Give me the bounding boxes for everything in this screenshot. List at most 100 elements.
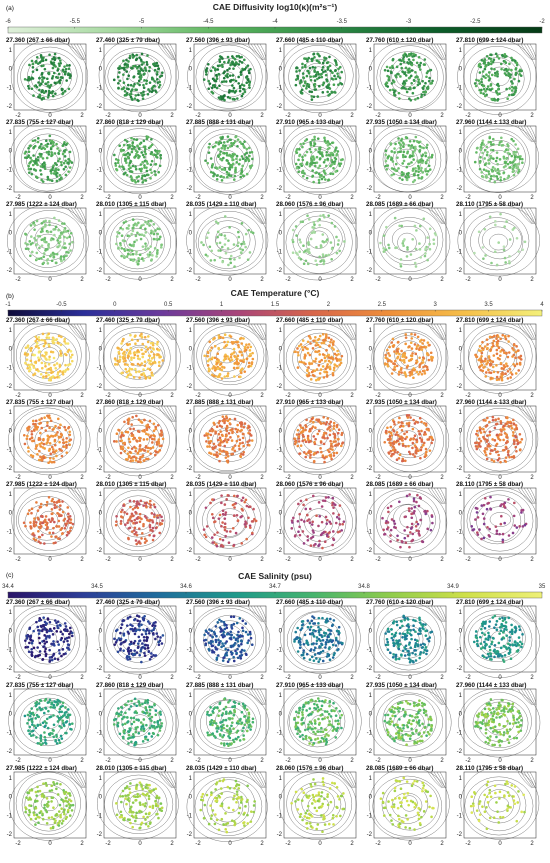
data-point [482,427,485,431]
data-point [143,418,146,422]
contour-line [278,39,360,114]
data-point [328,454,332,457]
data-point [335,235,338,239]
data-point [152,222,156,226]
data-point [234,170,237,174]
data-point [141,429,144,433]
x-tick-label: 2 [530,277,534,283]
data-point [321,91,325,94]
data-point [131,415,134,419]
data-point [43,362,47,365]
data-point [143,155,146,159]
data-point [159,153,163,157]
data-point [226,146,230,150]
data-point [493,426,497,430]
data-point [401,436,404,440]
data-point [431,79,434,83]
data-point [132,244,135,248]
data-point [57,168,60,171]
data-point [248,429,252,432]
colorbar-tick-label: -2.5 [470,19,481,25]
data-point [393,147,396,150]
data-point [330,338,333,341]
data-point [29,160,32,164]
data-point [306,368,309,372]
data-point [331,357,335,361]
data-point [222,168,226,171]
data-point [139,169,143,173]
colorbar-tick-label: -6 [5,19,11,25]
data-point [496,177,499,181]
data-point [512,152,516,155]
data-point [120,371,123,375]
subplot-title: 27.885 (888 ± 131 dbar) [186,399,253,406]
data-point [36,155,40,159]
data-point [129,333,132,337]
data-point [154,163,157,166]
data-point [127,60,130,63]
data-point [401,86,404,90]
data-point [399,147,402,150]
data-point [129,253,133,256]
data-point [68,166,72,169]
y-tick-label: -2 [457,384,463,390]
data-point [220,245,224,249]
x-tick-label: 0 [138,195,142,201]
data-point [37,529,40,533]
data-point [496,162,499,166]
subplot-title: 27.810 (699 ± 124 dbar) [456,37,523,44]
data-point [143,150,147,153]
data-point [34,345,38,348]
data-point [338,359,341,362]
data-point [490,143,493,146]
y-tick-label: -2 [187,268,193,274]
data-point [333,434,337,438]
data-point [129,459,132,463]
x-tick-label: 2 [440,277,444,283]
data-point [335,251,339,255]
data-point [232,67,235,70]
subplot: 27.935 (1050 ± 134 dbar)10-1-2-2 0 2 [366,119,448,201]
data-point [47,336,51,340]
data-point [426,258,429,262]
data-point [426,85,430,89]
data-point [488,335,492,339]
data-point [510,85,514,89]
data-point [46,424,49,427]
data-point [334,148,337,152]
data-point [64,428,67,432]
data-point [60,88,64,92]
data-point [129,352,132,355]
data-point [325,349,328,352]
data-point [243,370,247,373]
data-point [210,346,213,349]
data-point [312,339,315,343]
data-point [517,168,521,172]
data-point [512,363,515,366]
data-point [415,345,419,348]
data-point [225,424,229,428]
data-point [395,169,399,173]
data-point [223,98,226,102]
data-point [517,349,520,352]
data-point [140,176,144,180]
data-point [115,168,119,172]
data-point [491,418,495,422]
data-point [157,170,160,174]
data-point [116,346,120,350]
data-point [222,156,225,160]
data-point [424,151,428,155]
data-point [58,178,61,181]
data-point [46,262,50,265]
data-point [68,76,72,80]
x-tick-label: -2 [285,113,291,119]
data-point [400,421,403,424]
data-point [231,97,235,101]
data-point [313,68,316,72]
data-point [413,261,417,265]
data-point [133,156,136,159]
data-point [46,80,50,84]
data-point [386,155,390,159]
data-point [420,348,424,351]
y-tick-label: -1 [457,365,463,371]
